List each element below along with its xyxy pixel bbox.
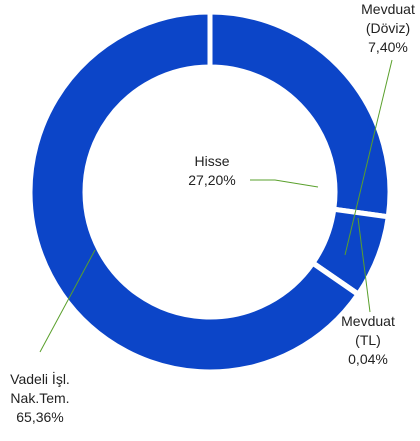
- leader-line: [344, 59, 393, 256]
- value-label: 27,20%: [188, 172, 236, 188]
- data-label: Vadeli İşl. Nak.Tem. 65,36%: [10, 370, 70, 427]
- donut-segment: [207, 9, 393, 220]
- data-label: Hisse 27,20%: [188, 152, 235, 190]
- leader-line: [39, 249, 96, 353]
- category-label: Mevduat (Döviz): [361, 1, 415, 36]
- category-label: Vadeli İşl. Nak.Tem.: [10, 371, 70, 406]
- value-label: 65,36%: [16, 409, 64, 425]
- category-label: Mevduat (TL): [341, 313, 395, 348]
- value-label: 0,04%: [348, 351, 388, 367]
- data-label: Mevduat (TL) 0,04%: [341, 312, 395, 369]
- leader-line: [357, 217, 371, 313]
- leader-line: [250, 179, 319, 188]
- value-label: 7,40%: [368, 39, 408, 55]
- donut-segment: [27, 9, 362, 375]
- category-label: Hisse: [194, 153, 230, 169]
- data-label: Mevduat (Döviz) 7,40%: [361, 0, 415, 57]
